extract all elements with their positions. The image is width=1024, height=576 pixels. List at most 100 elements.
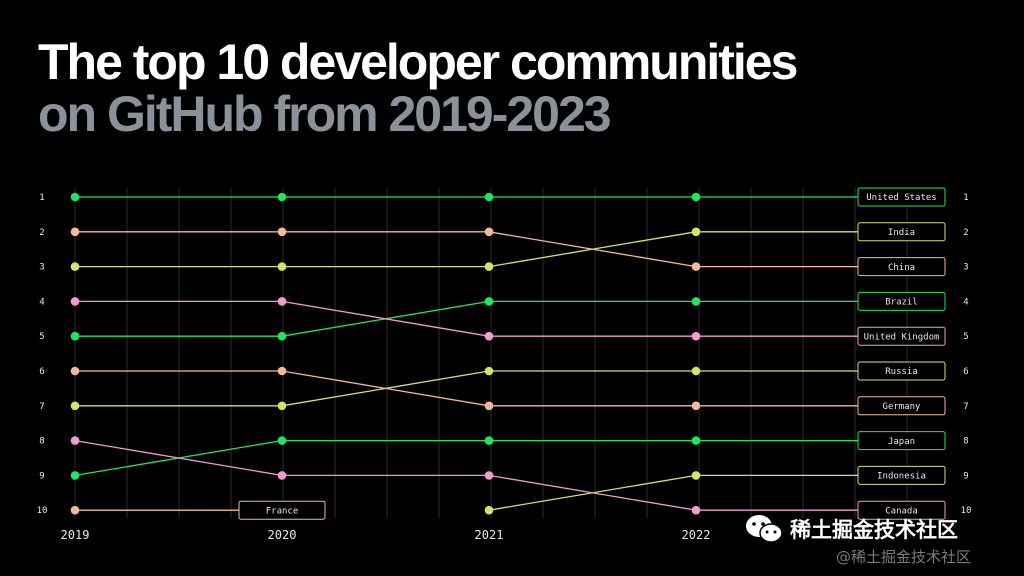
data-point bbox=[484, 297, 494, 306]
data-point bbox=[691, 227, 701, 237]
data-point bbox=[484, 366, 494, 376]
data-point bbox=[277, 436, 287, 445]
country-label-box bbox=[857, 361, 946, 381]
data-point bbox=[70, 227, 80, 237]
data-point bbox=[277, 471, 287, 480]
year-label: 2020 bbox=[268, 528, 297, 542]
data-point bbox=[70, 436, 80, 445]
data-point bbox=[277, 192, 287, 202]
series-line bbox=[74, 439, 283, 477]
data-point bbox=[277, 331, 287, 341]
chart-lines bbox=[74, 196, 902, 511]
country-label-box bbox=[857, 222, 946, 242]
data-point bbox=[70, 192, 80, 202]
watermark-main: 稀土掘金技术社区 bbox=[790, 518, 958, 542]
data-point bbox=[70, 505, 80, 515]
year-label: 2022 bbox=[682, 528, 711, 542]
chart-title-line2: on GitHub from 2019-2023 bbox=[38, 86, 612, 142]
data-point bbox=[70, 471, 80, 480]
data-point bbox=[691, 192, 701, 202]
country-label: Indonesia bbox=[877, 472, 926, 482]
rank-label-right: 4 bbox=[963, 297, 968, 307]
data-point bbox=[70, 366, 80, 376]
watermark-sub: @稀土掘金技术社区 bbox=[836, 548, 972, 566]
rank-label-right: 1 bbox=[963, 193, 968, 203]
rank-label-right: 9 bbox=[963, 471, 968, 481]
series-line bbox=[281, 300, 490, 337]
country-label: Canada bbox=[885, 506, 918, 516]
data-point bbox=[277, 227, 287, 237]
data-point bbox=[691, 401, 701, 411]
data-point bbox=[691, 471, 701, 480]
rank-label-right: 5 bbox=[963, 332, 968, 342]
data-point bbox=[691, 366, 701, 376]
country-label: India bbox=[888, 228, 915, 238]
data-point bbox=[484, 227, 494, 237]
rank-label-left: 5 bbox=[39, 332, 44, 342]
rank-label-right: 3 bbox=[963, 263, 968, 273]
country-label-box bbox=[857, 396, 946, 416]
rank-label-left: 9 bbox=[39, 471, 44, 481]
country-label-box bbox=[857, 291, 946, 311]
data-point bbox=[70, 262, 80, 271]
data-point bbox=[70, 401, 80, 411]
rank-label-left: 3 bbox=[39, 263, 44, 273]
data-point bbox=[70, 331, 80, 341]
country-label-box bbox=[857, 500, 946, 520]
chart-points bbox=[70, 192, 701, 515]
rank-label-right: 10 bbox=[961, 506, 972, 516]
data-point bbox=[691, 331, 701, 341]
data-point bbox=[70, 297, 80, 306]
rank-label-right: 7 bbox=[963, 402, 968, 412]
country-label: China bbox=[888, 263, 915, 273]
data-point bbox=[277, 366, 287, 376]
series-line bbox=[488, 231, 697, 268]
country-label: United States bbox=[866, 193, 936, 203]
country-label: Japan bbox=[888, 437, 915, 447]
rank-label-right: 2 bbox=[963, 228, 968, 238]
data-point bbox=[277, 297, 287, 306]
rank-label-left: 1 bbox=[39, 193, 44, 203]
data-point bbox=[484, 262, 494, 271]
year-label: 2019 bbox=[61, 528, 90, 542]
rank-label-left: 7 bbox=[39, 402, 44, 412]
data-point bbox=[484, 471, 494, 480]
chart-grid bbox=[74, 188, 908, 518]
rank-label-left: 8 bbox=[39, 437, 44, 447]
country-label-box bbox=[238, 500, 326, 520]
data-point bbox=[691, 436, 701, 445]
data-point bbox=[484, 401, 494, 411]
data-point bbox=[484, 436, 494, 445]
rank-label-left: 6 bbox=[39, 367, 44, 377]
data-point bbox=[484, 192, 494, 202]
data-point bbox=[691, 505, 701, 515]
country-label-box bbox=[857, 465, 946, 485]
country-label-box bbox=[857, 431, 946, 451]
rank-label-left: 2 bbox=[39, 228, 44, 238]
country-label: Russia bbox=[885, 367, 918, 377]
rank-label-right: 6 bbox=[963, 367, 968, 377]
country-label-box bbox=[857, 187, 946, 207]
chart-title-line1: The top 10 developer communities bbox=[38, 34, 798, 90]
chart-labels: 1 1 2 2 3 3 4 4 5 5 6 6 7 7 8 8 9 9 10 10 2019 2020 2021 2022 Un… bbox=[37, 187, 972, 542]
country-label-box bbox=[857, 257, 946, 277]
data-point bbox=[484, 505, 494, 515]
series-line bbox=[488, 474, 697, 511]
series-line bbox=[281, 370, 490, 407]
rank-label-right: 8 bbox=[963, 437, 968, 447]
country-label-box bbox=[857, 326, 946, 346]
data-point bbox=[691, 262, 701, 271]
year-label: 2021 bbox=[475, 528, 504, 542]
data-point bbox=[277, 262, 287, 271]
data-point bbox=[277, 401, 287, 411]
wechat-icon bbox=[744, 512, 786, 546]
country-label: Germany bbox=[883, 402, 922, 412]
data-point bbox=[484, 331, 494, 341]
country-label: France bbox=[266, 506, 299, 516]
rank-label-left: 10 bbox=[37, 506, 48, 516]
data-point bbox=[691, 297, 701, 306]
country-label: Brazil bbox=[885, 298, 918, 308]
country-label: United Kingdom bbox=[864, 332, 940, 342]
rank-label-left: 4 bbox=[39, 297, 44, 307]
